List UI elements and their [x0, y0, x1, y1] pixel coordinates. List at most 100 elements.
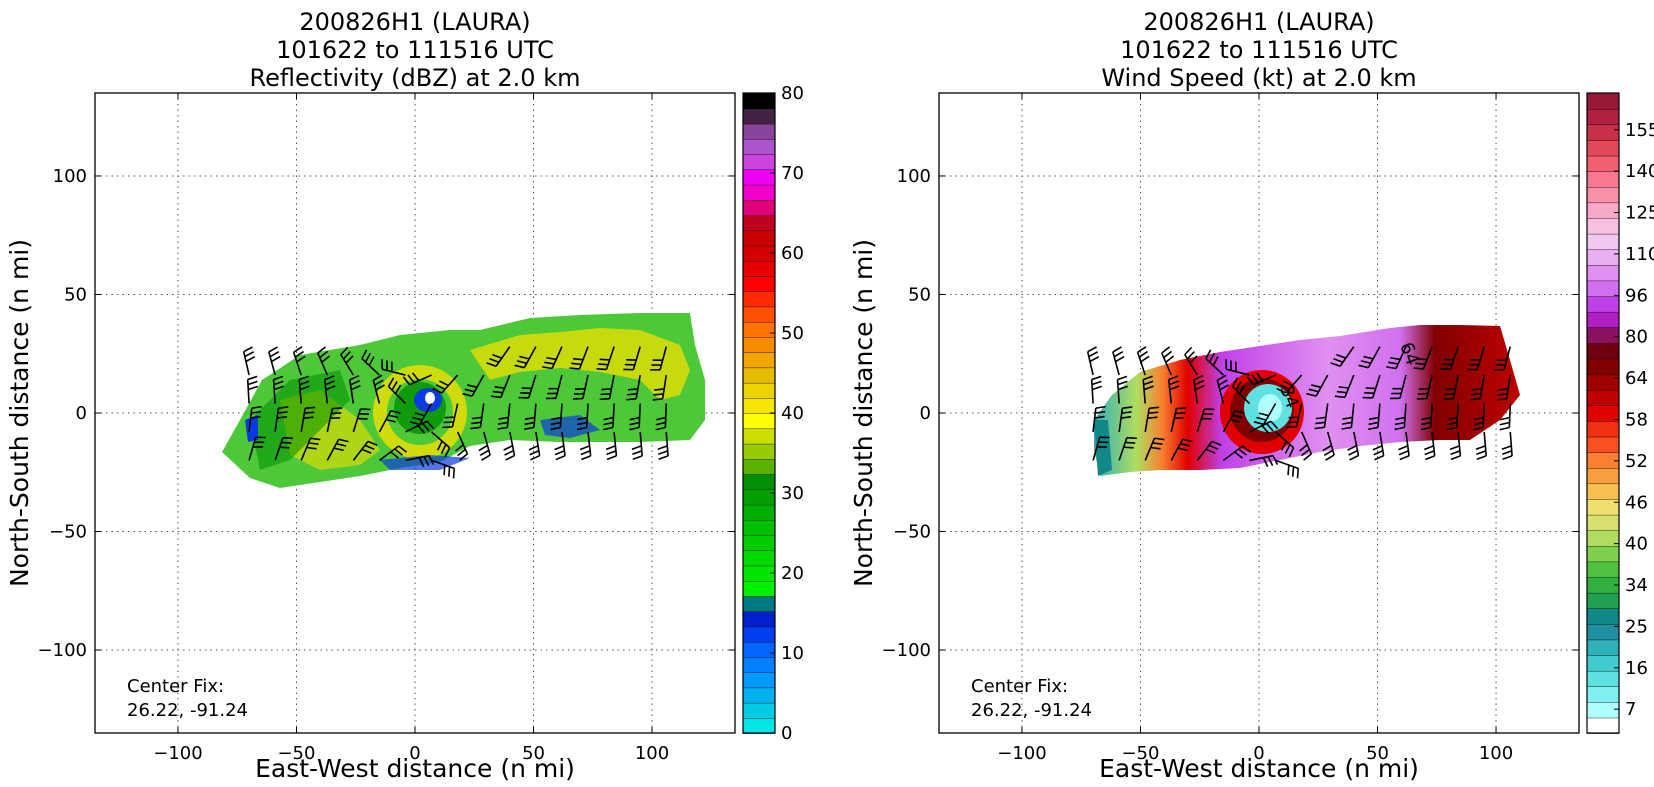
- reflectivity-colorbar-swatch: [742, 641, 776, 658]
- windspeed-colorbar-swatch: [1586, 498, 1620, 516]
- reflectivity-wind-barb-staff: [456, 431, 469, 455]
- windspeed-y-tick-label: −50: [893, 522, 931, 543]
- reflectivity-wind-barb-feather: [571, 362, 582, 366]
- windspeed-title-line-1: 200826H1 (LAURA): [1143, 8, 1374, 36]
- windspeed-wind-barb-feather: [1347, 444, 1357, 451]
- windspeed-colorbar-swatch: [1586, 358, 1620, 375]
- windspeed-wind-barb-feather: [1095, 410, 1106, 414]
- reflectivity-wind-barb-feather: [310, 437, 321, 441]
- windspeed-wind-barb-feather: [1315, 416, 1326, 420]
- windspeed-wind-barb-staff: [1118, 437, 1128, 461]
- windspeed-colorbar-swatch: [1586, 654, 1620, 672]
- windspeed-y-axis-label: North-South distance (n mi): [849, 239, 878, 587]
- windspeed-x-tick-label: 50: [1366, 743, 1389, 764]
- reflectivity-x-tick-label: −100: [153, 743, 202, 764]
- windspeed-wind-barb-feather: [1471, 388, 1482, 391]
- reflectivity-colorbar-tick-label: 70: [781, 163, 804, 184]
- windspeed-wind-barb-staff: [1196, 408, 1206, 433]
- reflectivity-y-axis-label: North-South distance (n mi): [5, 239, 34, 587]
- reflectivity-wind-barb-feather: [580, 450, 591, 456]
- windspeed-wind-barb-feather: [1421, 416, 1432, 421]
- windspeed-wind-barb-feather: [1189, 355, 1198, 364]
- windspeed-wind-barb-staff: [1216, 380, 1225, 404]
- reflectivity-wind-barb-feather: [464, 388, 475, 393]
- reflectivity-y-tick-label: 0: [76, 403, 87, 424]
- windspeed-colorbar-frame: [1586, 92, 1620, 734]
- reflectivity-wind-barb-feather: [494, 386, 505, 389]
- windspeed-wind-barb-staff: [1323, 403, 1329, 428]
- reflectivity-colorbar-swatch: [742, 199, 776, 216]
- reflectivity-wind-barb-feather: [519, 355, 530, 360]
- windspeed-colorbar-swatch: [1586, 561, 1620, 578]
- reflectivity-wind-barb-staff: [405, 420, 428, 433]
- windspeed-colorbar-tick-label: 46: [1625, 492, 1648, 513]
- windspeed-wind-barb-feather: [1443, 397, 1454, 401]
- reflectivity-wind-barb-staff: [533, 403, 537, 428]
- reflectivity-wind-barb-feather: [321, 355, 331, 363]
- reflectivity-colorbar: 0 10 20 30 40 50 60 70 80: [742, 83, 804, 744]
- reflectivity-colorbar-tick-label: 30: [781, 483, 804, 504]
- reflectivity-wind-barb-staff: [352, 408, 362, 433]
- reflectivity-colorbar-swatch: [742, 336, 776, 353]
- windspeed-wind-barb-feather: [1496, 398, 1507, 401]
- windspeed-wind-barb-feather: [1194, 379, 1204, 386]
- windspeed-wind-barb-feather: [1368, 416, 1379, 421]
- windspeed-wind-barb-feather: [1262, 457, 1269, 467]
- reflectivity-colorbar-swatch: [742, 367, 776, 384]
- windspeed-wind-barb-feather: [1149, 406, 1160, 410]
- windspeed-wind-barb-feather: [1424, 450, 1435, 456]
- reflectivity-wind-barb-feather: [324, 380, 335, 386]
- windspeed-wind-barb-staff: [1449, 346, 1459, 370]
- windspeed-wind-barb-feather: [1113, 351, 1124, 358]
- windspeed-panel: 200826H1 (LAURA) 101622 to 111516 UTC Wi…: [849, 8, 1654, 783]
- reflectivity-wind-barb-feather: [632, 450, 643, 456]
- windspeed-wind-barb-feather: [1325, 454, 1335, 461]
- reflectivity-wind-barb-feather: [486, 362, 497, 368]
- reflectivity-wind-barb-feather: [439, 380, 449, 387]
- windspeed-wind-barb-feather: [1288, 447, 1295, 458]
- reflectivity-wind-barb-feather: [603, 421, 614, 426]
- windspeed-wind-barb-feather: [1140, 355, 1150, 363]
- windspeed-wind-barb-feather: [1235, 381, 1242, 391]
- windspeed-wind-barb-staff: [1144, 437, 1156, 461]
- windspeed-wind-barb-feather: [1368, 421, 1379, 426]
- reflectivity-wind-barb-staff: [242, 351, 250, 376]
- reflectivity-wind-barb-feather: [443, 464, 446, 476]
- reflectivity-wind-barb-feather: [524, 421, 535, 426]
- windspeed-colorbar-swatch: [1586, 607, 1620, 625]
- windspeed-colorbar-swatch: [1586, 311, 1620, 328]
- windspeed-wind-barb-feather: [1208, 352, 1216, 363]
- reflectivity-wind-barb-feather: [467, 384, 478, 389]
- windspeed-wind-barb-feather: [1373, 450, 1384, 456]
- reflectivity-wind-barb-staff: [340, 354, 355, 376]
- windspeed-wind-barb-feather: [1117, 380, 1128, 386]
- windspeed-wind-barb-feather: [1205, 448, 1216, 454]
- reflectivity-wind-barb-feather: [372, 374, 383, 382]
- reflectivity-low-echo-west: [245, 415, 258, 442]
- reflectivity-wind-barb-feather: [504, 449, 514, 456]
- windspeed-wind-barb-feather: [1251, 374, 1259, 384]
- windspeed-wind-barb-feather: [1291, 466, 1295, 477]
- windspeed-wind-barb-staff: [1483, 431, 1487, 456]
- windspeed-wind-barb-feather: [1117, 385, 1128, 391]
- reflectivity-wind-barb-staff: [382, 368, 406, 376]
- windspeed-wind-barb-feather: [1501, 445, 1512, 450]
- windspeed-wind-barb-feather: [1386, 366, 1397, 370]
- reflectivity-wind-barb-staff: [527, 374, 537, 399]
- windspeed-colorbar-tick-label: 125: [1625, 203, 1654, 224]
- reflectivity-wind-barb-feather: [277, 411, 288, 414]
- reflectivity-wind-barb-staff: [317, 352, 329, 376]
- windspeed-colorbar-tick-label: 155: [1625, 120, 1654, 141]
- windspeed-colorbar-swatch: [1586, 404, 1620, 422]
- windspeed-wind-barb-feather: [1497, 393, 1508, 396]
- reflectivity-wind-barb-staff: [326, 408, 334, 433]
- windspeed-wind-barb-feather: [1091, 375, 1102, 381]
- windspeed-colorbar-swatch: [1586, 451, 1620, 469]
- reflectivity-wind-barb-feather: [596, 368, 607, 371]
- reflectivity-wind-barb-feather: [374, 379, 384, 386]
- windspeed-wind-barb-feather: [1115, 355, 1125, 363]
- reflectivity-wind-barb-feather: [398, 445, 408, 453]
- reflectivity-wind-barb-feather: [497, 421, 509, 425]
- windspeed-wind-barb-staff: [1300, 431, 1313, 455]
- reflectivity-wind-barb-feather: [550, 421, 561, 426]
